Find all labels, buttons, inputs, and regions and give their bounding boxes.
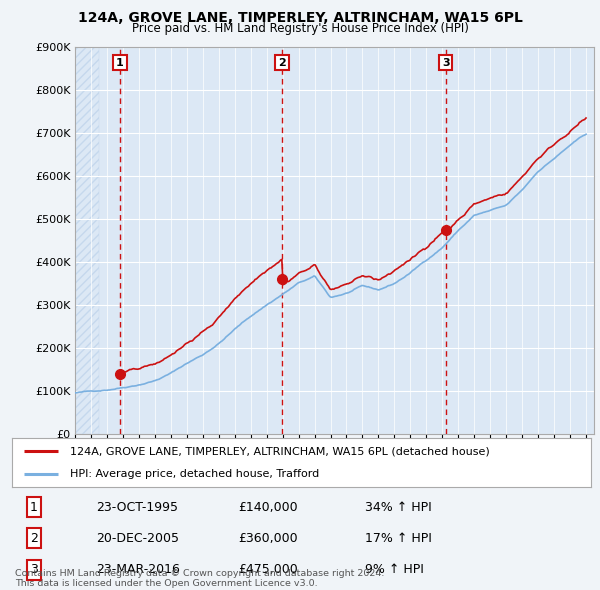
Text: 1: 1: [116, 58, 124, 68]
Text: HPI: Average price, detached house, Trafford: HPI: Average price, detached house, Traf…: [70, 468, 319, 478]
Text: 3: 3: [30, 563, 38, 576]
Text: 124A, GROVE LANE, TIMPERLEY, ALTRINCHAM, WA15 6PL: 124A, GROVE LANE, TIMPERLEY, ALTRINCHAM,…: [77, 11, 523, 25]
Text: £140,000: £140,000: [238, 501, 298, 514]
Text: 1: 1: [30, 501, 38, 514]
Text: 2: 2: [30, 532, 38, 545]
Text: £360,000: £360,000: [238, 532, 298, 545]
Text: Contains HM Land Registry data © Crown copyright and database right 2024.
This d: Contains HM Land Registry data © Crown c…: [15, 569, 385, 588]
Text: 3: 3: [442, 58, 449, 68]
Text: Price paid vs. HM Land Registry's House Price Index (HPI): Price paid vs. HM Land Registry's House …: [131, 22, 469, 35]
Text: £475,000: £475,000: [238, 563, 298, 576]
Text: 124A, GROVE LANE, TIMPERLEY, ALTRINCHAM, WA15 6PL (detached house): 124A, GROVE LANE, TIMPERLEY, ALTRINCHAM,…: [70, 447, 490, 457]
Text: 34% ↑ HPI: 34% ↑ HPI: [365, 501, 432, 514]
Text: 23-OCT-1995: 23-OCT-1995: [96, 501, 178, 514]
Text: 20-DEC-2005: 20-DEC-2005: [96, 532, 179, 545]
Text: 9% ↑ HPI: 9% ↑ HPI: [365, 563, 424, 576]
Text: 17% ↑ HPI: 17% ↑ HPI: [365, 532, 432, 545]
Text: 23-MAR-2016: 23-MAR-2016: [96, 563, 180, 576]
Text: 2: 2: [278, 58, 286, 68]
